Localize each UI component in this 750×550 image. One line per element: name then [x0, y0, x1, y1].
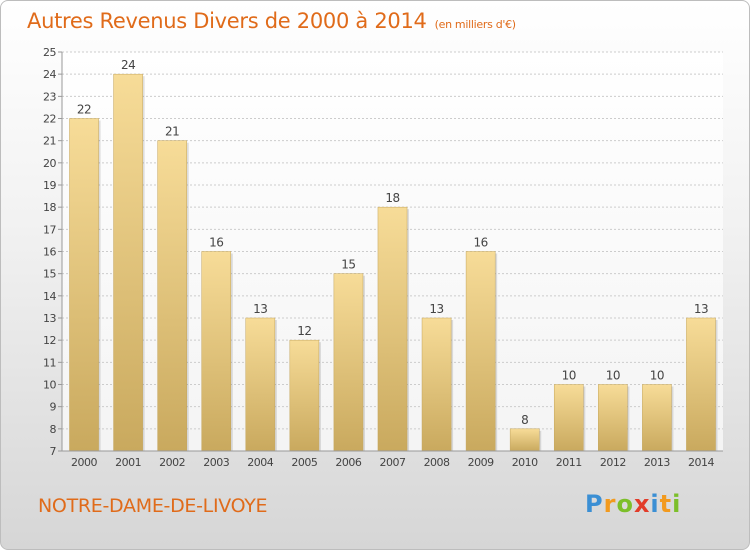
- value-label: 13: [253, 302, 267, 316]
- y-tick-label: 19: [43, 179, 56, 192]
- grid-lines: [58, 51, 723, 452]
- x-tick-label: 2004: [247, 456, 273, 469]
- value-label: 16: [473, 236, 487, 250]
- x-tick-label: 2012: [600, 456, 626, 469]
- value-label: 10: [650, 369, 664, 383]
- bar-2000: [69, 118, 99, 452]
- chart-subtitle: (en milliers d'€): [434, 18, 516, 31]
- value-label: 10: [606, 369, 620, 383]
- proxiti-logo: Proxiti: [585, 490, 682, 518]
- y-tick-label: 7: [50, 445, 57, 458]
- y-tick-label: 10: [43, 379, 56, 392]
- x-tick-label: 2007: [380, 456, 406, 469]
- y-tick-label: 18: [43, 201, 56, 214]
- value-label: 21: [165, 125, 179, 139]
- x-axis-labels: 2000 2001 2002 2003 2004 2005 2006 2007 2008 2009…: [71, 456, 715, 469]
- x-tick-label: 2006: [335, 456, 361, 469]
- bar-2011: [553, 384, 584, 452]
- y-tick-label: 24: [43, 68, 56, 81]
- bars: [69, 73, 718, 452]
- bar-2002: [157, 140, 187, 452]
- y-tick-label: 11: [43, 356, 56, 369]
- commune-name: NOTRE-DAME-DE-LIVOYE: [38, 495, 268, 517]
- x-tick-label: 2001: [115, 456, 141, 469]
- y-tick-label: 25: [43, 46, 56, 59]
- chart-title: Autres Revenus Divers de 2000 à 2014 (en …: [27, 9, 516, 33]
- bar-2007: [377, 206, 408, 452]
- value-label: 22: [77, 103, 91, 117]
- value-label: 10: [562, 369, 576, 383]
- y-tick-label: 21: [43, 135, 56, 148]
- x-tick-label: 2009: [468, 456, 494, 469]
- y-tick-label: 22: [43, 113, 56, 126]
- bar-2009: [465, 251, 496, 452]
- y-tick-label: 8: [50, 423, 57, 436]
- bar-2010: [509, 428, 540, 452]
- bar-2003: [201, 251, 232, 452]
- bar-2006: [333, 273, 364, 452]
- y-tick-label: 9: [50, 401, 57, 414]
- x-tick-label: 2013: [644, 456, 670, 469]
- y-tick-label: 23: [43, 90, 56, 103]
- bar-2014: [686, 317, 716, 452]
- value-label: 13: [429, 302, 443, 316]
- y-tick-label: 20: [43, 157, 56, 170]
- value-label: 18: [385, 191, 399, 205]
- x-tick-label: 2008: [424, 456, 450, 469]
- value-label: 15: [341, 258, 355, 272]
- y-tick-label: 14: [43, 290, 56, 303]
- y-tick-label: 13: [43, 312, 56, 325]
- x-tick-label: 2010: [512, 456, 538, 469]
- bar-2013: [642, 384, 672, 452]
- bar-2004: [245, 317, 276, 452]
- y-axis-labels: 7 8 9 10 11 12 13 14 15 16 17 18 19 20 21 22 23 24 25: [43, 46, 57, 458]
- x-tick-label: 2005: [291, 456, 317, 469]
- x-tick-label: 2002: [159, 456, 185, 469]
- value-label: 8: [521, 413, 528, 427]
- bar-2005: [289, 339, 320, 452]
- chart-title-text: Autres Revenus Divers de 2000 à 2014: [27, 9, 427, 33]
- y-tick-label: 12: [43, 334, 56, 347]
- value-label: 12: [297, 324, 311, 338]
- value-label: 16: [209, 236, 223, 250]
- value-label: 13: [694, 302, 708, 316]
- y-tick-label: 16: [43, 246, 56, 259]
- x-tick-label: 2003: [203, 456, 229, 469]
- y-tick-label: 17: [43, 223, 56, 236]
- x-tick-label: 2014: [688, 456, 714, 469]
- x-tick-label: 2011: [556, 456, 582, 469]
- bar-2001: [113, 73, 143, 452]
- bar-2008: [421, 317, 452, 452]
- value-labels: 22 24 21 16 13 12 15 18 13 16 8 10 10 10 13: [77, 58, 709, 427]
- y-tick-label: 15: [43, 268, 56, 281]
- bar-2012: [598, 384, 628, 452]
- x-tick-label: 2000: [71, 456, 97, 469]
- value-label: 24: [121, 58, 135, 72]
